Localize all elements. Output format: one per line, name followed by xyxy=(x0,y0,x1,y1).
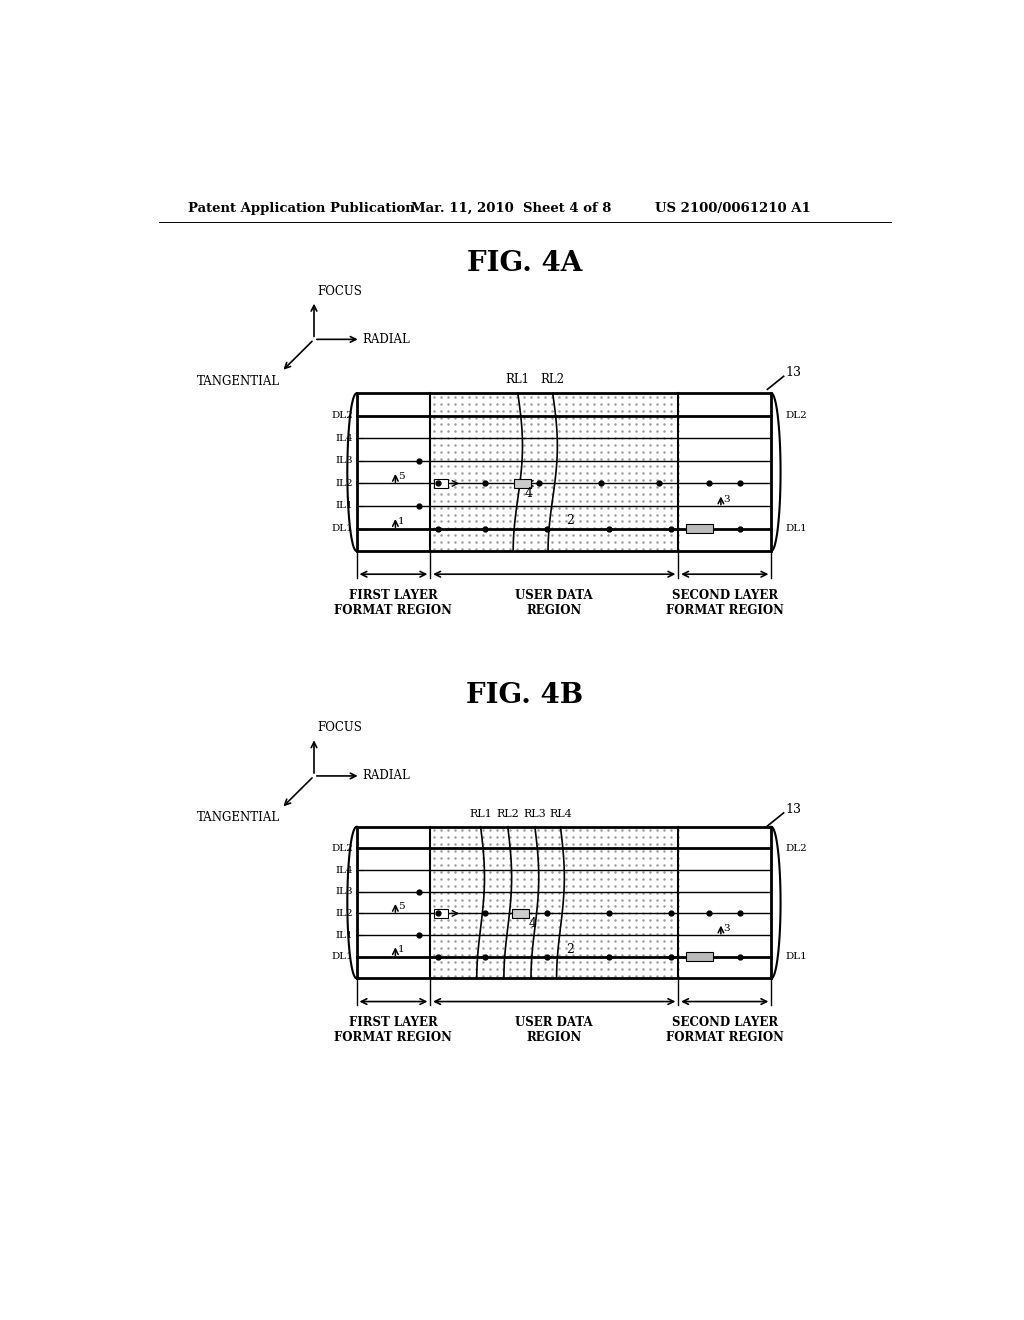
Text: FIG. 4B: FIG. 4B xyxy=(466,682,584,709)
Text: FIRST LAYER
FORMAT REGION: FIRST LAYER FORMAT REGION xyxy=(335,1016,453,1044)
Text: RL1: RL1 xyxy=(469,809,492,818)
Text: DL2: DL2 xyxy=(332,412,353,420)
Text: 13: 13 xyxy=(785,803,801,816)
Text: USER DATA
REGION: USER DATA REGION xyxy=(515,1016,593,1044)
Text: IL4: IL4 xyxy=(336,866,353,875)
Text: RL4: RL4 xyxy=(549,809,571,818)
Text: DL1: DL1 xyxy=(785,952,807,961)
Bar xyxy=(434,908,449,919)
Text: IL3: IL3 xyxy=(336,457,353,466)
Text: US 2100/0061210 A1: US 2100/0061210 A1 xyxy=(655,202,811,215)
Text: 3: 3 xyxy=(723,495,730,503)
Text: RL3: RL3 xyxy=(523,809,546,818)
Text: DL1: DL1 xyxy=(332,952,353,961)
Bar xyxy=(356,826,771,978)
Text: Patent Application Publication: Patent Application Publication xyxy=(188,202,415,215)
Text: 1: 1 xyxy=(397,945,404,954)
Bar xyxy=(686,952,713,961)
Text: 3: 3 xyxy=(723,924,730,933)
Text: RL2: RL2 xyxy=(541,372,564,385)
Text: IL3: IL3 xyxy=(336,887,353,896)
Text: IL2: IL2 xyxy=(336,909,353,917)
Text: TANGENTIAL: TANGENTIAL xyxy=(197,375,280,388)
Bar xyxy=(356,393,771,552)
Text: USER DATA
REGION: USER DATA REGION xyxy=(515,589,593,616)
Text: 2: 2 xyxy=(566,942,573,956)
Text: RADIAL: RADIAL xyxy=(362,333,410,346)
Text: 5: 5 xyxy=(397,473,404,480)
Text: IL1: IL1 xyxy=(336,502,353,511)
Text: 1: 1 xyxy=(397,517,404,527)
Text: 5: 5 xyxy=(397,902,404,911)
Text: FIRST LAYER
FORMAT REGION: FIRST LAYER FORMAT REGION xyxy=(335,589,453,616)
Text: Mar. 11, 2010  Sheet 4 of 8: Mar. 11, 2010 Sheet 4 of 8 xyxy=(411,202,611,215)
Text: DL2: DL2 xyxy=(332,843,353,853)
Bar xyxy=(686,524,713,533)
Bar xyxy=(434,479,449,488)
Bar xyxy=(512,908,528,919)
Bar xyxy=(356,826,771,978)
Text: SECOND LAYER
FORMAT REGION: SECOND LAYER FORMAT REGION xyxy=(666,1016,783,1044)
Text: 13: 13 xyxy=(785,366,801,379)
Text: 4: 4 xyxy=(524,487,532,500)
Text: 2: 2 xyxy=(566,515,573,528)
Bar xyxy=(356,393,771,552)
Text: DL1: DL1 xyxy=(785,524,807,533)
Text: RL2: RL2 xyxy=(497,809,519,818)
Text: DL2: DL2 xyxy=(785,412,807,420)
Text: RL1: RL1 xyxy=(506,372,529,385)
Text: IL4: IL4 xyxy=(336,434,353,442)
Text: FOCUS: FOCUS xyxy=(317,285,361,298)
Text: SECOND LAYER
FORMAT REGION: SECOND LAYER FORMAT REGION xyxy=(666,589,783,616)
Text: IL1: IL1 xyxy=(336,931,353,940)
Text: FIG. 4A: FIG. 4A xyxy=(467,249,583,277)
Text: DL1: DL1 xyxy=(332,524,353,533)
Text: IL2: IL2 xyxy=(336,479,353,488)
Text: RADIAL: RADIAL xyxy=(362,770,410,783)
Text: FOCUS: FOCUS xyxy=(317,721,361,734)
Bar xyxy=(514,479,531,488)
Text: DL2: DL2 xyxy=(785,843,807,853)
Text: TANGENTIAL: TANGENTIAL xyxy=(197,812,280,825)
Text: 4: 4 xyxy=(529,917,537,931)
